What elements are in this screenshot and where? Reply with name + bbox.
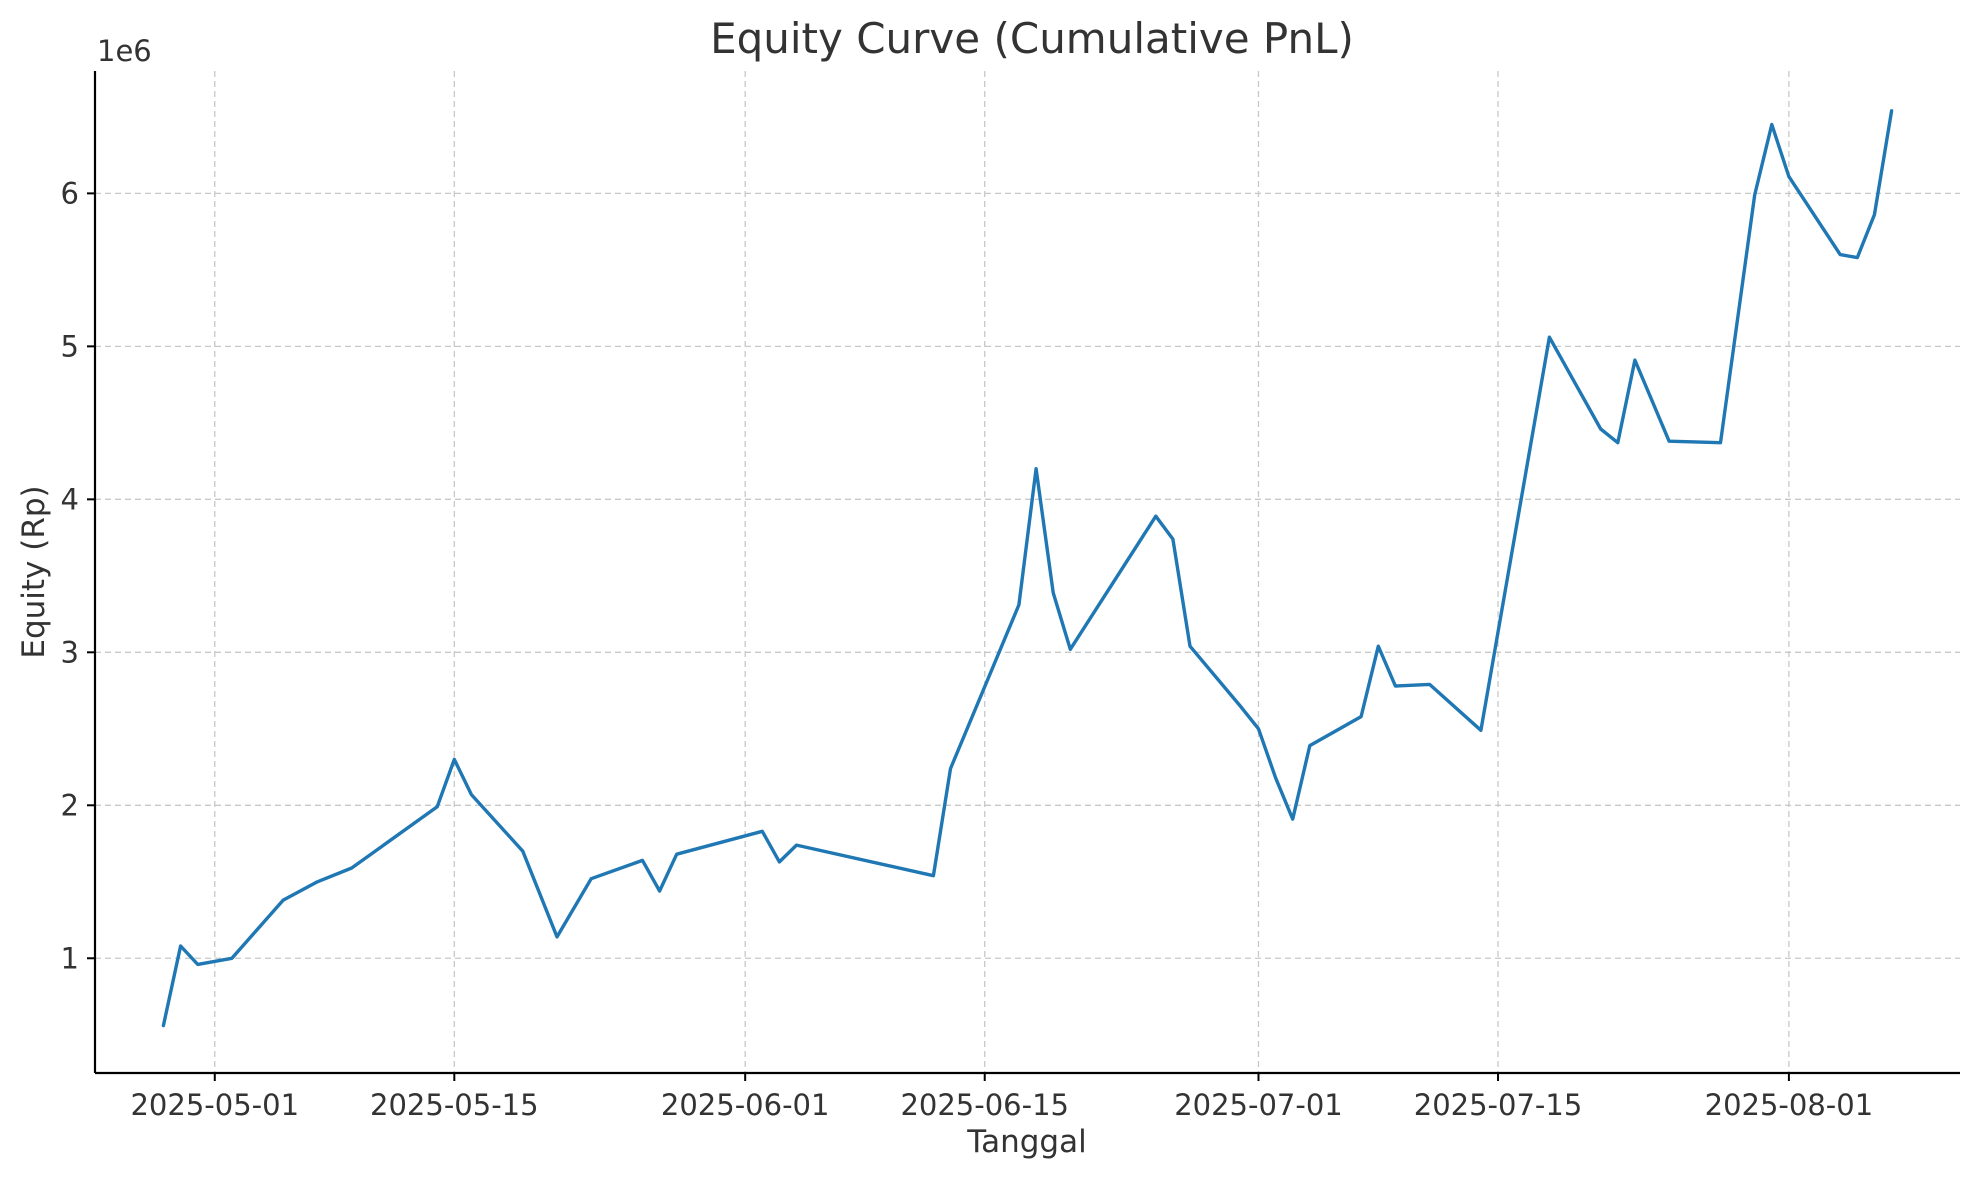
x-tick-label: 2025-08-01 — [1705, 1088, 1874, 1122]
x-tick-label: 2025-06-15 — [900, 1088, 1069, 1122]
x-tick-label: 2025-05-01 — [130, 1088, 299, 1122]
x-tick-label: 2025-07-15 — [1414, 1088, 1583, 1122]
y-tick-label: 4 — [61, 482, 79, 516]
x-tick-label: 2025-06-01 — [661, 1088, 830, 1122]
y-tick-label: 1 — [61, 941, 79, 975]
y-axis-ticks: 1 2 3 4 5 6 — [61, 176, 95, 975]
x-axis-label: Tanggal — [966, 1124, 1086, 1160]
y-tick-label: 5 — [61, 329, 79, 363]
y-tick-label: 2 — [61, 788, 79, 822]
series-group — [161, 109, 1894, 1028]
x-axis-ticks: 2025-05-01 2025-05-15 2025-06-01 2025-06-15… — [130, 1073, 1873, 1122]
y-axis-offset-label: 1e6 — [97, 34, 152, 68]
y-tick-label: 3 — [61, 635, 79, 669]
axes — [93, 71, 1960, 1075]
gridlines — [95, 71, 1960, 1073]
equity-series-line — [161, 109, 1894, 1028]
y-tick-label: 6 — [61, 176, 79, 210]
chart-title: Equity Curve (Cumulative PnL) — [710, 14, 1354, 63]
x-tick-label: 2025-07-01 — [1174, 1088, 1343, 1122]
y-axis-label: Equity (Rp) — [16, 485, 52, 658]
x-tick-label: 2025-05-15 — [370, 1088, 539, 1122]
